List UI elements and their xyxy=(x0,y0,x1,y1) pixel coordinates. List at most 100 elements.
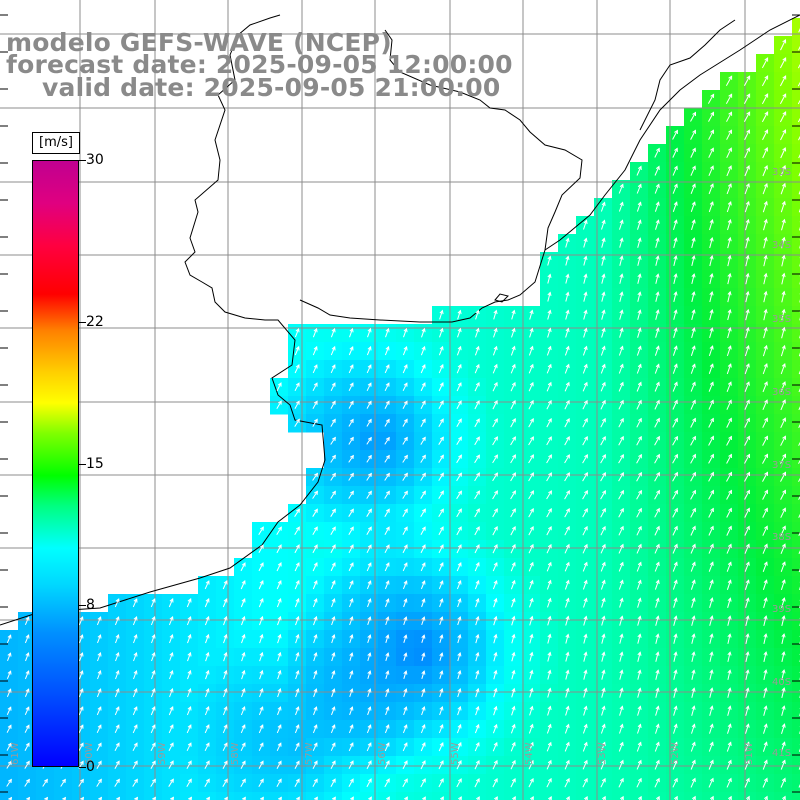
speed-cell xyxy=(306,792,325,800)
wind-arrow xyxy=(690,201,696,212)
wind-arrow xyxy=(420,345,426,356)
wind-arrow xyxy=(761,93,769,105)
wind-arrow xyxy=(637,309,642,320)
speed-cell xyxy=(792,432,800,451)
wind-arrow xyxy=(780,399,786,411)
wind-arrow xyxy=(564,363,570,374)
wind-arrow xyxy=(601,309,606,320)
wind-arrow xyxy=(600,363,606,374)
wind-arrow xyxy=(690,129,696,140)
wind-arrow xyxy=(708,435,714,446)
wind-arrow xyxy=(727,308,732,321)
speed-cell xyxy=(792,720,800,739)
wind-arrow xyxy=(744,435,750,446)
wind-arrow xyxy=(420,418,426,427)
wind-arrow xyxy=(348,382,354,392)
latitude-label: 35S xyxy=(772,314,791,325)
wind-arrow xyxy=(709,237,714,249)
wind-arrow xyxy=(510,345,516,356)
wind-arrow xyxy=(763,290,768,303)
wind-arrow xyxy=(493,309,498,320)
speed-cell xyxy=(144,792,163,800)
wind-arrow xyxy=(745,236,750,249)
wind-arrow xyxy=(564,381,570,392)
wind-arrow xyxy=(761,75,769,87)
wind-arrow xyxy=(781,326,786,339)
wind-arrow xyxy=(636,183,642,194)
wind-arrow xyxy=(673,309,678,320)
wind-arrow xyxy=(744,453,750,464)
wind-arrow xyxy=(403,327,408,338)
wind-arrow xyxy=(618,417,624,428)
wind-arrow xyxy=(420,364,426,374)
wind-arrow xyxy=(456,345,462,356)
wind-arrow xyxy=(763,218,768,231)
wind-arrow xyxy=(348,346,354,356)
wind-arrow xyxy=(744,345,750,357)
wind-arrow xyxy=(744,417,750,428)
speed-cell xyxy=(396,792,415,800)
wind-arrow xyxy=(294,364,300,374)
speed-cell xyxy=(594,792,613,800)
wind-arrow xyxy=(745,254,750,267)
speed-cell xyxy=(666,792,685,800)
wind-arrow xyxy=(672,399,678,410)
wind-arrow xyxy=(384,454,390,463)
wind-arrow xyxy=(312,418,318,427)
wind-arrow xyxy=(366,400,372,409)
wind-arrow xyxy=(780,147,787,159)
wind-arrow xyxy=(438,454,444,463)
wind-arrow xyxy=(779,93,787,105)
wind-arrow xyxy=(492,345,498,356)
wind-arrow xyxy=(546,399,552,410)
wind-arrow xyxy=(673,255,678,267)
speed-cell xyxy=(792,774,800,793)
wind-arrow xyxy=(780,182,786,195)
wind-arrow xyxy=(384,364,390,374)
wind-arrow xyxy=(330,382,336,392)
wind-arrow xyxy=(708,183,714,195)
wind-arrow xyxy=(781,236,786,249)
wind-arrow xyxy=(780,164,786,177)
wind-arrow xyxy=(564,417,570,428)
speed-cell xyxy=(792,216,800,235)
wind-arrow xyxy=(797,99,800,105)
wind-arrow xyxy=(312,400,318,409)
speed-cell xyxy=(792,522,800,541)
wind-arrow xyxy=(330,472,336,481)
wind-arrow xyxy=(312,382,318,392)
speed-cell xyxy=(18,792,37,800)
wind-arrow xyxy=(474,400,480,410)
wind-arrow xyxy=(672,363,678,374)
wind-arrow xyxy=(690,381,696,392)
wind-arrow xyxy=(763,236,768,249)
wind-arrow xyxy=(798,135,800,141)
speed-cell xyxy=(576,792,595,800)
wind-arrow xyxy=(797,81,800,87)
wind-arrow xyxy=(456,400,462,410)
wind-arrow xyxy=(762,453,768,464)
wind-arrow xyxy=(330,436,336,445)
wind-arrow xyxy=(798,423,800,429)
longitude-label: 52W xyxy=(670,742,681,765)
speed-cell xyxy=(612,792,631,800)
longitude-label: 54W xyxy=(524,742,535,765)
speed-cell xyxy=(792,144,800,163)
wind-arrow xyxy=(492,418,498,428)
wind-arrow xyxy=(743,93,751,105)
wind-arrow xyxy=(761,57,769,69)
wind-arrow xyxy=(619,327,624,338)
wind-arrow xyxy=(780,417,786,429)
wind-arrow xyxy=(583,327,588,338)
speed-cell xyxy=(792,18,800,37)
wind-arrow xyxy=(654,345,660,356)
wind-arrow xyxy=(565,273,570,284)
wind-arrow xyxy=(655,291,660,302)
wind-arrow xyxy=(438,382,444,392)
wind-arrow xyxy=(474,345,480,356)
wind-arrow xyxy=(529,309,534,320)
wind-arrow xyxy=(438,363,444,374)
wind-arrow xyxy=(564,454,570,464)
speed-cell xyxy=(36,792,55,800)
